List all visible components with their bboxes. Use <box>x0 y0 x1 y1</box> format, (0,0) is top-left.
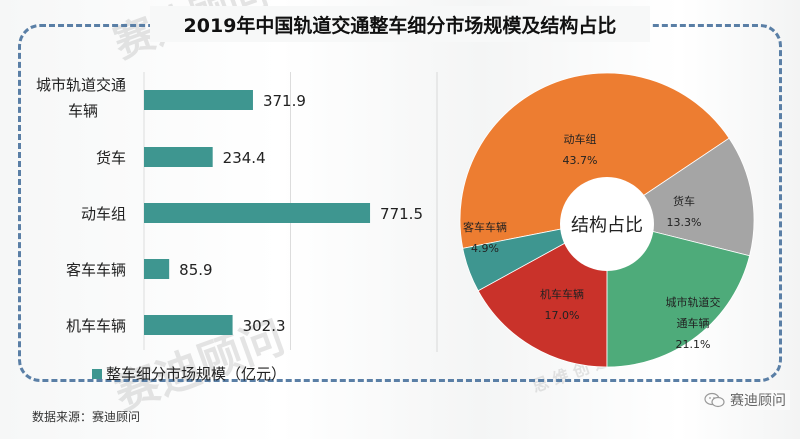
pie-slice-0 <box>459 72 730 249</box>
category-label-1: 货车 <box>96 149 126 167</box>
category-label-2: 动车组 <box>81 205 126 223</box>
pie-label-name-3-0: 机车车辆 <box>540 287 584 301</box>
pie-label-value-3: 17.0% <box>545 309 580 322</box>
legend-label: 整车细分市场规模（亿元） <box>106 365 287 383</box>
data-source: 数据来源：赛迪顾问 <box>32 410 141 424</box>
category-label-4: 机车车辆 <box>66 317 126 335</box>
category-label-0-line-1: 车辆 <box>68 102 98 120</box>
pie-label-name-2-0: 城市轨道交 <box>666 295 721 309</box>
bar-value-label-2: 771.5 <box>380 205 423 223</box>
pie-label-value-1: 13.3% <box>667 216 702 229</box>
category-label-0-line-0: 城市轨道交通 <box>36 76 126 94</box>
bar-value-label-4: 302.3 <box>243 317 286 335</box>
pie-label-value-4: 4.9% <box>471 242 499 255</box>
chart-title: 2019年中国轨道交通整车细分市场规模及结构占比 <box>183 14 617 37</box>
pie-slice-2 <box>606 219 751 368</box>
bar-0 <box>144 90 253 110</box>
pie-label-name-0-0: 动车组 <box>564 132 597 146</box>
pie-label-name-2-1: 通车辆 <box>677 316 710 330</box>
bar-value-label-3: 85.9 <box>179 261 212 279</box>
bar-1 <box>144 147 213 167</box>
legend: 整车细分市场规模（亿元） <box>92 363 286 384</box>
bar-4 <box>144 315 233 335</box>
pie-label-name-1-0: 货车 <box>673 194 695 208</box>
brand-badge: 赛迪顾问 <box>700 390 790 410</box>
legend-swatch <box>92 368 102 379</box>
bar-value-label-0: 371.9 <box>263 92 306 110</box>
wechat-icon <box>704 392 725 408</box>
title-container: 2019年中国轨道交通整车细分市场规模及结构占比 <box>150 6 650 42</box>
bar-2 <box>144 203 371 223</box>
pie-label-value-0: 43.7% <box>563 154 598 167</box>
brand-name: 赛迪顾问 <box>730 393 786 409</box>
donut-center-label: 结构占比 <box>571 215 643 236</box>
pie-label-value-2: 21.1% <box>676 338 711 351</box>
bar-value-label-1: 234.4 <box>223 149 266 167</box>
bar-3 <box>144 259 170 279</box>
category-label-3: 客车车辆 <box>66 261 126 279</box>
donut-hole <box>560 177 654 271</box>
pie-label-name-4-0: 客车车辆 <box>463 220 507 234</box>
